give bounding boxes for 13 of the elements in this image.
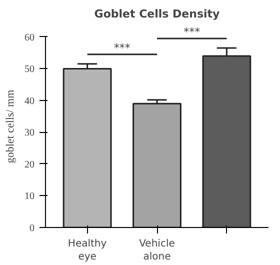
- x-tick-label: Healthy eye: [68, 238, 107, 263]
- x-tick-label: Vehicle alone: [139, 238, 175, 263]
- chart-title: Goblet Cells Density: [94, 8, 220, 20]
- y-tick-label: 40: [24, 96, 34, 107]
- y-tick-label: 30: [24, 128, 34, 139]
- annotation: ***: [114, 41, 131, 54]
- y-tick-label: 20: [24, 159, 34, 170]
- y-axis-title: goblet cells/ mm: [4, 89, 16, 164]
- y-tick-label: 0: [30, 223, 34, 234]
- annotation: ***: [184, 26, 201, 39]
- y-tick-label: 10: [24, 191, 34, 202]
- y-tick-label: 50: [24, 64, 34, 76]
- y-tick-label: 60: [24, 32, 34, 44]
